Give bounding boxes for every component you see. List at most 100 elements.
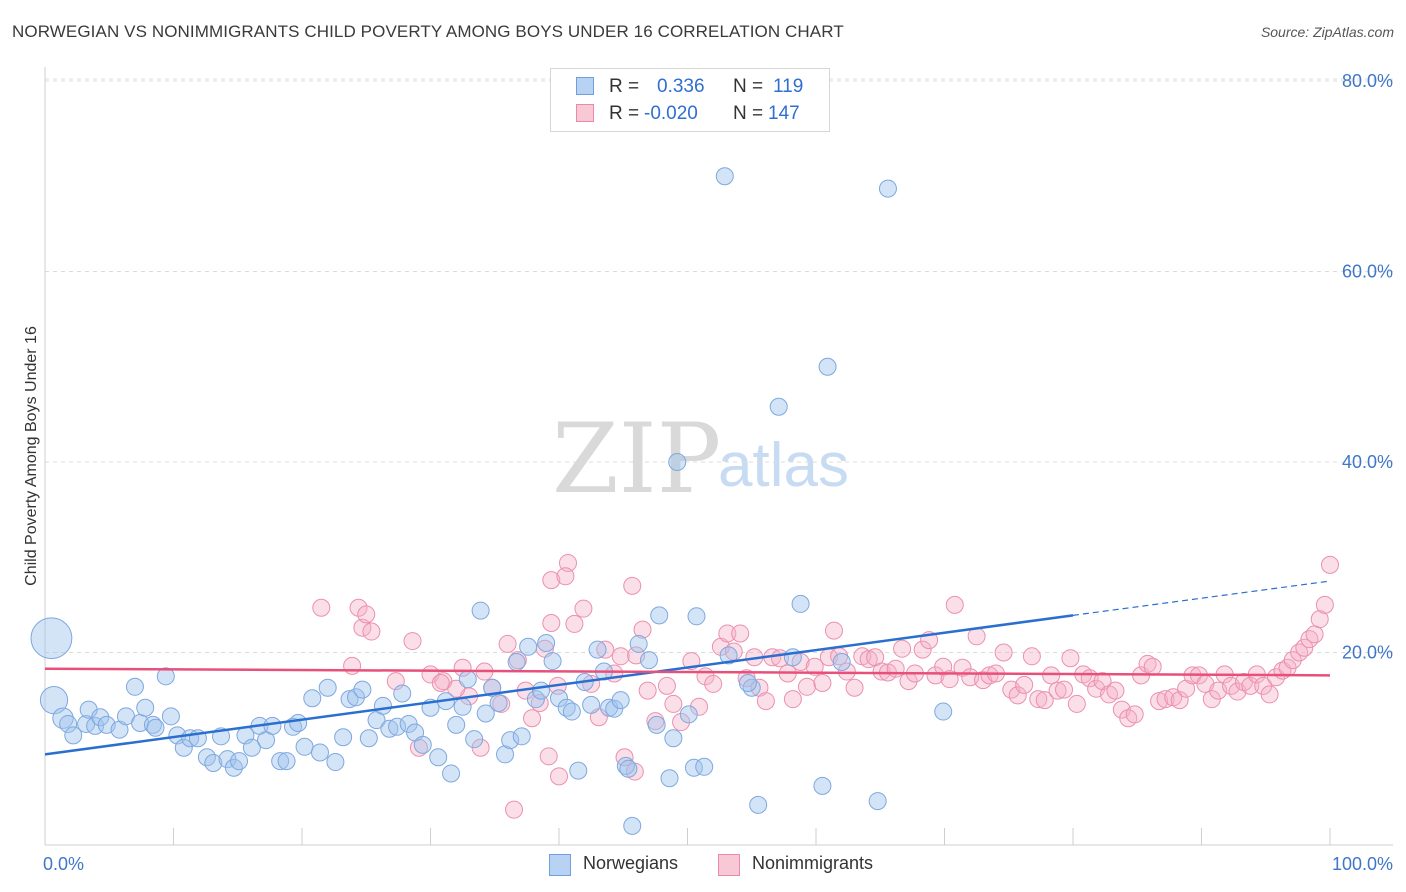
nonimmigrants-point [523,709,542,728]
nonimmigrants-point [1125,705,1144,724]
nonimmigrants-point [596,640,615,659]
norwegians-point [346,688,365,707]
norwegians-point [30,617,73,660]
legend-swatch-pink [576,104,594,122]
nonimmigrants-point [343,656,362,675]
nonimmigrants-point [1300,630,1319,649]
nonimmigrants-point [945,595,964,614]
axes [44,67,1393,846]
norwegians-point [738,673,757,692]
norwegians-point [832,653,851,672]
norwegians-point [519,637,538,656]
watermark-zip: ZIP [552,403,721,515]
norwegians-point [465,730,484,749]
norwegians-point [310,743,329,762]
norwegians-point [277,752,296,771]
nonimmigrants-point [813,673,832,692]
norwegians-point [562,702,581,721]
nonimmigrants-point [783,690,802,709]
norwegians-point [156,667,175,686]
norwegians-point [543,652,562,671]
norwegians-point [569,761,588,780]
norwegians-point [818,357,837,376]
norwegians-point [143,715,162,734]
y-tick-label: 80.0% [1342,71,1393,91]
norwegians-point [550,689,568,708]
norwegians-point [526,690,545,709]
watermark: ZIP atlas [552,403,849,515]
nonimmigrants-point [756,692,775,711]
norwegians-point [489,693,508,712]
nonimmigrants-point [980,666,999,685]
nonimmigrants-point [657,676,676,695]
norwegians-point [447,715,466,734]
nonimmigrants-point [1305,625,1324,644]
nonimmigrants-trend-line [44,667,1331,677]
norwegians-point [59,714,78,733]
norwegians-point [161,707,180,726]
nonimmigrants-point [542,571,561,590]
nonimmigrants-point [893,639,912,658]
y-tick-label: 20.0% [1342,643,1393,663]
nonimmigrants-point [1283,651,1302,670]
nonimmigrants-point [623,576,642,595]
nonimmigrants-point [664,694,683,713]
nonimmigrants-point [550,767,568,786]
norwegians-point [295,737,314,756]
norwegians-point [359,729,378,748]
nonimmigrants-point [1008,686,1027,705]
nonimmigrants-point [1035,691,1054,710]
norwegians-point [174,738,193,757]
legend-label-norwegians: Norwegians [583,853,679,873]
nonimmigrants-point [1156,690,1175,709]
norwegians-point [289,713,308,732]
nonimmigrants-point [1138,654,1157,673]
norwegians-point [442,764,461,783]
watermark-atlas: atlas [718,431,849,500]
nonimmigrants-point [611,647,630,666]
norwegians-point [582,695,601,714]
norwegians-trend-extension [1072,580,1331,616]
nonimmigrants-point [349,598,368,617]
norwegians-trend-line [44,614,1074,756]
nonimmigrants-point [859,650,878,669]
norwegians-point [611,691,630,710]
nonimmigrants-point [704,674,723,693]
nonimmigrants-point [872,662,891,681]
norwegians-point [496,745,515,764]
nonimmigrants-point [1106,681,1125,700]
nonimmigrants-point [539,747,558,766]
series-legend: Norwegians Nonimmigrants [0,852,1406,878]
nonimmigrants-point [1150,692,1169,711]
nonimmigrants-point [431,673,450,692]
nonimmigrants-point [1143,657,1162,676]
norwegians-point [695,757,714,776]
norwegians-point [373,696,392,715]
nonimmigrants-point [1048,681,1067,700]
norwegians-point [749,795,768,814]
norwegians-point [136,698,155,717]
x-tick-label-max: 100.0% [1332,854,1393,874]
y-tick-label: 40.0% [1342,452,1393,472]
gridlines [45,78,1393,653]
nonimmigrants-point [1055,680,1074,699]
trend-lines [44,580,1331,756]
norwegians-point [458,670,477,689]
norwegians-point [326,753,345,772]
norwegians-point [878,179,897,198]
nonimmigrants-point [1260,685,1279,704]
norwegians-point [380,719,399,738]
norwegians-point [512,727,531,746]
norwegians-point [393,684,412,703]
nonimmigrants-point [845,678,864,697]
norwegians-point [619,759,638,778]
nonimmigrants-point [565,614,584,633]
nonimmigrants-point [824,621,843,640]
nonimmigrants-point [1029,690,1048,709]
norwegians-point [125,677,144,696]
norwegians-point [453,697,472,716]
nonimmigrants-point [558,553,577,572]
x-tick-label-min: 0.0% [43,854,84,874]
norwegians-point [334,728,353,747]
norwegians-point [91,708,110,727]
